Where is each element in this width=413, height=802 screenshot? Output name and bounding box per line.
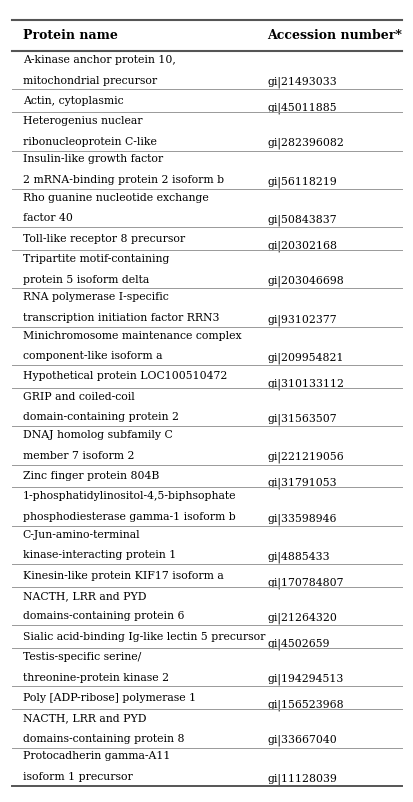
- Text: protein 5 isoform delta: protein 5 isoform delta: [23, 274, 149, 285]
- Text: Rho guanine nucleotide exchange: Rho guanine nucleotide exchange: [23, 192, 208, 203]
- Text: Actin, cytoplasmic: Actin, cytoplasmic: [23, 95, 123, 106]
- Text: gi|56118219: gi|56118219: [266, 176, 336, 188]
- Text: gi|33598946: gi|33598946: [266, 513, 336, 525]
- Text: Protein name: Protein name: [23, 29, 117, 42]
- Text: Sialic acid-binding Ig-like lectin 5 precursor: Sialic acid-binding Ig-like lectin 5 pre…: [23, 632, 264, 642]
- Text: gi|209954821: gi|209954821: [266, 352, 343, 364]
- Text: member 7 isoform 2: member 7 isoform 2: [23, 451, 134, 461]
- Text: Accession number*: Accession number*: [266, 29, 401, 42]
- Text: Protocadherin gamma-A11: Protocadherin gamma-A11: [23, 751, 170, 761]
- Text: Heterogenius nuclear: Heterogenius nuclear: [23, 116, 142, 126]
- Text: gi|45011885: gi|45011885: [266, 103, 336, 114]
- Text: gi|221219056: gi|221219056: [266, 452, 343, 464]
- Text: gi|156523968: gi|156523968: [266, 699, 343, 711]
- Text: Poly [ADP-ribose] polymerase 1: Poly [ADP-ribose] polymerase 1: [23, 693, 195, 703]
- Text: component-like isoform a: component-like isoform a: [23, 351, 162, 361]
- Text: gi|31563507: gi|31563507: [266, 414, 336, 425]
- Text: gi|21493033: gi|21493033: [266, 77, 336, 88]
- Text: gi|93102377: gi|93102377: [266, 314, 336, 326]
- Text: RNA polymerase I-specific: RNA polymerase I-specific: [23, 292, 168, 302]
- Text: NACTH, LRR and PYD: NACTH, LRR and PYD: [23, 591, 146, 601]
- Text: domains-containing protein 8: domains-containing protein 8: [23, 734, 184, 743]
- Text: domain-containing protein 2: domain-containing protein 2: [23, 412, 178, 423]
- Text: isoform 1 precursor: isoform 1 precursor: [23, 772, 132, 782]
- Text: gi|21264320: gi|21264320: [266, 613, 336, 624]
- Text: gi|4885433: gi|4885433: [266, 552, 329, 563]
- Text: gi|31791053: gi|31791053: [266, 477, 336, 489]
- Text: C-Jun-amino-terminal: C-Jun-amino-terminal: [23, 529, 140, 540]
- Text: GRIP and coiled-coil: GRIP and coiled-coil: [23, 391, 134, 402]
- Text: Insulin-like growth factor: Insulin-like growth factor: [23, 154, 162, 164]
- Text: gi|33667040: gi|33667040: [266, 735, 336, 747]
- Text: Testis-specific serine/: Testis-specific serine/: [23, 652, 141, 662]
- Text: gi|203046698: gi|203046698: [266, 276, 343, 287]
- Text: Zinc finger protein 804B: Zinc finger protein 804B: [23, 471, 159, 481]
- Text: gi|310133112: gi|310133112: [266, 378, 343, 390]
- Text: factor 40: factor 40: [23, 213, 72, 224]
- Text: Hypothetical protein LOC100510472: Hypothetical protein LOC100510472: [23, 371, 227, 382]
- Text: A-kinase anchor protein 10,: A-kinase anchor protein 10,: [23, 55, 175, 65]
- Text: gi|194294513: gi|194294513: [266, 674, 342, 685]
- Text: 1-phosphatidylinositol-4,5-biphsophate: 1-phosphatidylinositol-4,5-biphsophate: [23, 492, 236, 501]
- Text: gi|4502659: gi|4502659: [266, 638, 329, 650]
- Text: Minichromosome maintenance complex: Minichromosome maintenance complex: [23, 330, 241, 341]
- Text: domains-containing protein 6: domains-containing protein 6: [23, 611, 184, 622]
- Text: Tripartite motif-containing: Tripartite motif-containing: [23, 254, 169, 264]
- Text: phosphodiesterase gamma-1 isoform b: phosphodiesterase gamma-1 isoform b: [23, 512, 235, 522]
- Text: gi|50843837: gi|50843837: [266, 215, 336, 226]
- Text: gi|20302168: gi|20302168: [266, 241, 336, 252]
- Text: ribonucleoprotein C-like: ribonucleoprotein C-like: [23, 136, 156, 147]
- Text: kinase-interacting protein 1: kinase-interacting protein 1: [23, 550, 176, 561]
- Text: gi|282396082: gi|282396082: [266, 138, 343, 149]
- Text: Kinesin-like protein KIF17 isoform a: Kinesin-like protein KIF17 isoform a: [23, 570, 223, 581]
- Text: Toll-like receptor 8 precursor: Toll-like receptor 8 precursor: [23, 233, 185, 244]
- Text: gi|11128039: gi|11128039: [266, 773, 336, 785]
- Text: gi|170784807: gi|170784807: [266, 577, 343, 589]
- Text: NACTH, LRR and PYD: NACTH, LRR and PYD: [23, 713, 146, 723]
- Text: threonine-protein kinase 2: threonine-protein kinase 2: [23, 673, 169, 683]
- Text: transcription initiation factor RRN3: transcription initiation factor RRN3: [23, 313, 219, 323]
- Text: 2 mRNA-binding protein 2 isoform b: 2 mRNA-binding protein 2 isoform b: [23, 175, 223, 185]
- Text: DNAJ homolog subfamily C: DNAJ homolog subfamily C: [23, 430, 172, 440]
- Text: mitochondrial precursor: mitochondrial precursor: [23, 75, 157, 86]
